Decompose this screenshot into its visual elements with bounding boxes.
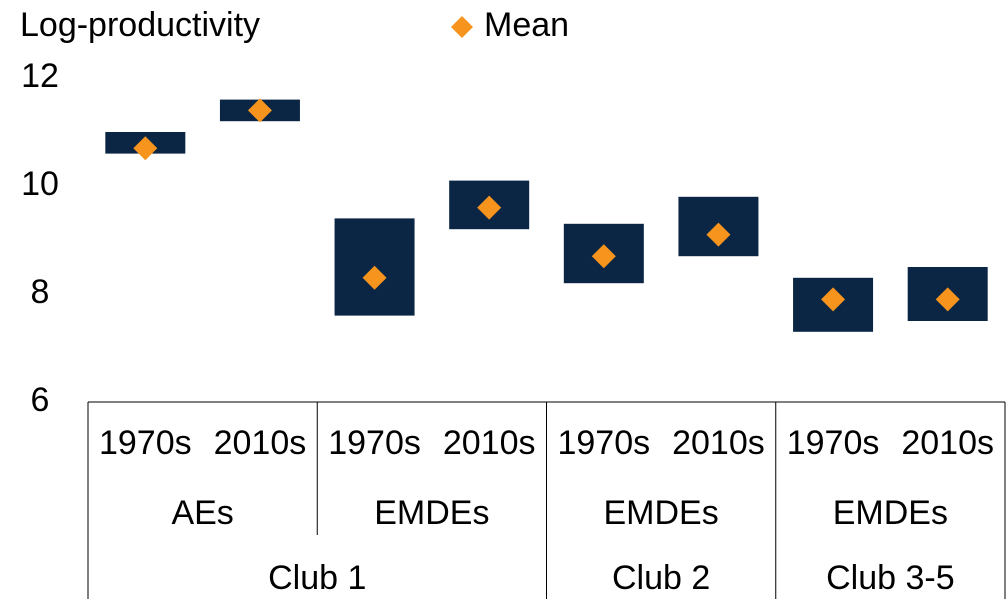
group-label: Club 2 <box>612 559 710 597</box>
mean-marker <box>821 287 846 312</box>
x-tick-label: 1970s <box>557 424 650 462</box>
x-tick-label: 2010s <box>672 424 765 462</box>
subgroup-label: EMDEs <box>374 494 489 532</box>
y-tick-label: 6 <box>31 381 50 419</box>
y-tick-label: 12 <box>21 57 59 95</box>
group-label: Club 1 <box>268 559 366 597</box>
x-tick-label: 2010s <box>901 424 994 462</box>
x-tick-label: 2010s <box>214 424 307 462</box>
x-tick-label: 1970s <box>328 424 421 462</box>
legend-marker <box>451 16 473 38</box>
legend-label: Mean <box>484 6 569 44</box>
mean-marker <box>362 265 387 290</box>
mean-marker <box>133 136 158 161</box>
y-axis-title: Log-productivity <box>20 6 260 44</box>
y-tick-label: 8 <box>31 273 50 311</box>
mean-marker <box>591 244 616 269</box>
x-tick-label: 1970s <box>787 424 880 462</box>
mean-marker <box>247 98 272 123</box>
subgroup-label: AEs <box>171 494 233 532</box>
group-label: Club 3-5 <box>826 559 955 597</box>
subgroup-label: EMDEs <box>833 494 948 532</box>
x-tick-label: 1970s <box>99 424 192 462</box>
y-tick-label: 10 <box>21 165 59 203</box>
x-tick-label: 2010s <box>443 424 536 462</box>
subgroup-label: EMDEs <box>604 494 719 532</box>
mean-marker <box>706 222 731 247</box>
mean-marker <box>935 287 960 312</box>
mean-marker <box>477 195 502 220</box>
